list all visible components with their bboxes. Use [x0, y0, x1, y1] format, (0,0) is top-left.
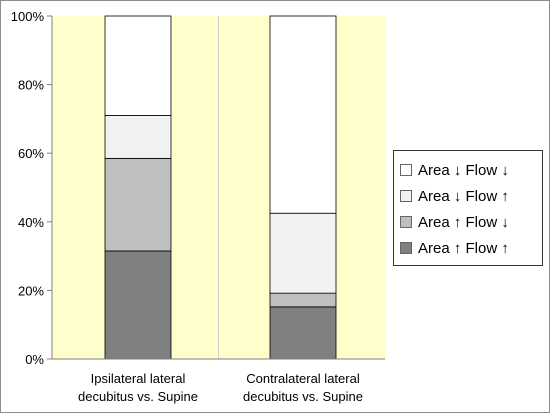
- bar-segment-2-1: [269, 306, 337, 360]
- legend-item: Area ↓ Flow ↓: [400, 157, 542, 183]
- x-category-label: Contralateral lateral decubitus vs. Supin…: [243, 371, 363, 404]
- bar-segment-1-1: [104, 250, 172, 360]
- bar-segment-1-2: [104, 157, 172, 252]
- y-tick-label: 80%: [18, 78, 44, 93]
- legend-item: Area ↑ Flow ↑: [400, 235, 542, 261]
- y-tick-label: 20%: [18, 283, 44, 298]
- x-axis-labels: Ipsilateral lateral decubitus vs. Supine C…: [78, 371, 363, 404]
- y-tick-label: 40%: [18, 215, 44, 230]
- bar-segment-1-3: [104, 115, 172, 159]
- bar-segment-2-4: [269, 15, 337, 214]
- y-axis-ticks: 0% 20% 40% 60% 80% 100%: [11, 9, 52, 367]
- legend-label: Area ↑ Flow ↓: [418, 213, 509, 231]
- legend-swatch: [400, 164, 412, 176]
- legend-label: Area ↓ Flow ↑: [418, 187, 509, 205]
- legend: Area ↓ Flow ↓ Area ↓ Flow ↑ Area ↑ Flow ↓ A…: [393, 150, 543, 266]
- bar-segment-2-3: [269, 212, 337, 294]
- legend-item: Area ↓ Flow ↑: [400, 183, 542, 209]
- bar-segment-2-2: [269, 292, 337, 308]
- legend-swatch: [400, 216, 412, 228]
- legend-label: Area ↑ Flow ↑: [418, 239, 509, 257]
- bars-group: [104, 15, 337, 360]
- legend-swatch: [400, 242, 412, 254]
- bar-segment-1-4: [104, 15, 172, 116]
- y-tick-label: 0%: [25, 352, 44, 367]
- x-category-label: Ipsilateral lateral decubitus vs. Supine: [78, 371, 198, 404]
- legend-item: Area ↑ Flow ↓: [400, 209, 542, 235]
- y-tick-label: 100%: [11, 9, 45, 24]
- legend-swatch: [400, 190, 412, 202]
- y-tick-label: 60%: [18, 146, 44, 161]
- legend-label: Area ↓ Flow ↓: [418, 161, 509, 179]
